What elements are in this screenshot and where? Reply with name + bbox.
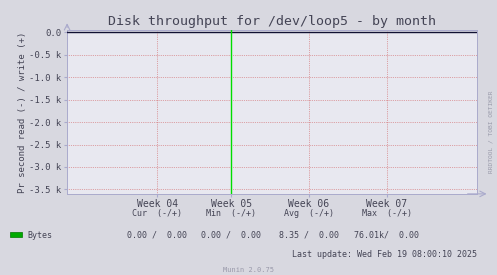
Text: Munin 2.0.75: Munin 2.0.75 <box>223 267 274 273</box>
Text: 0.00 /  0.00: 0.00 / 0.00 <box>201 231 261 240</box>
Y-axis label: Pr second read (-) / write (+): Pr second read (-) / write (+) <box>17 31 26 193</box>
Text: 8.35 /  0.00: 8.35 / 0.00 <box>279 231 339 240</box>
Text: Avg  (-/+): Avg (-/+) <box>284 209 334 218</box>
Text: RRDTOOL / TOBI OETIKER: RRDTOOL / TOBI OETIKER <box>488 91 493 173</box>
Title: Disk throughput for /dev/loop5 - by month: Disk throughput for /dev/loop5 - by mont… <box>108 15 436 28</box>
Text: Bytes: Bytes <box>27 231 52 240</box>
Text: 0.00 /  0.00: 0.00 / 0.00 <box>127 231 187 240</box>
Text: Last update: Wed Feb 19 08:00:10 2025: Last update: Wed Feb 19 08:00:10 2025 <box>292 250 477 259</box>
Text: Max  (-/+): Max (-/+) <box>362 209 412 218</box>
Text: Cur  (-/+): Cur (-/+) <box>132 209 182 218</box>
Text: Min  (-/+): Min (-/+) <box>206 209 256 218</box>
Text: 76.01k/  0.00: 76.01k/ 0.00 <box>354 231 419 240</box>
